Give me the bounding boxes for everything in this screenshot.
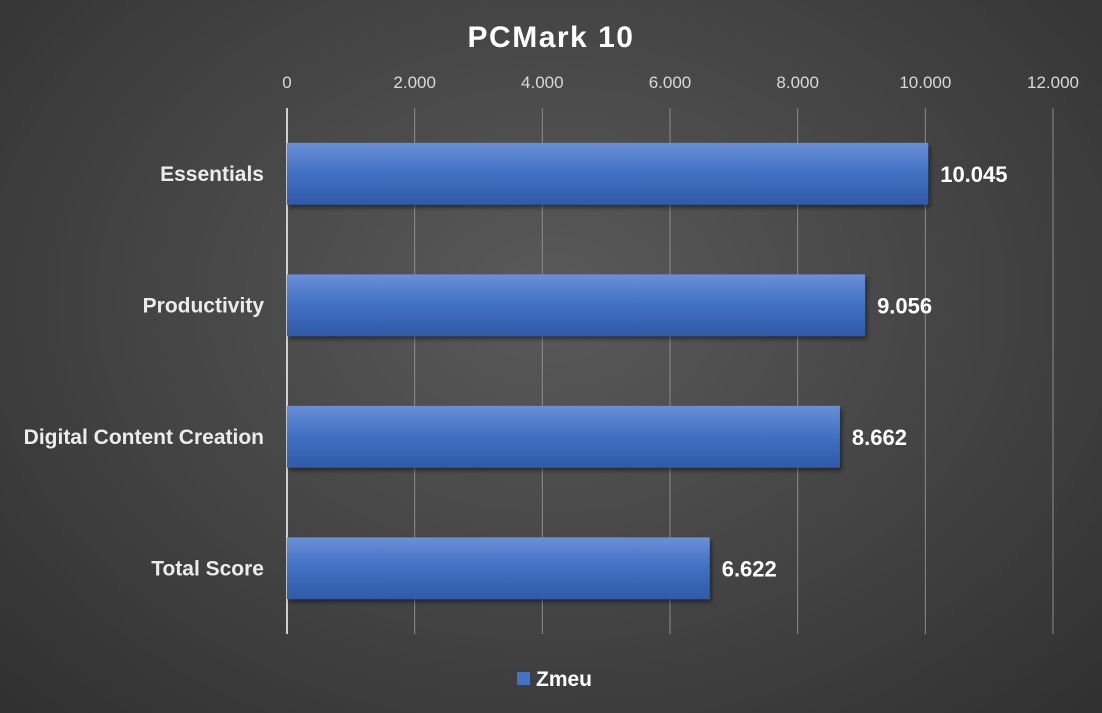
bar: [287, 537, 710, 600]
x-axis-ticks: 0 2.000 4.000 6.000 8.000 10.000 12.000: [282, 73, 1079, 92]
x-tick-label: 12.000: [1027, 73, 1079, 92]
category-label: Total Score: [151, 557, 264, 580]
legend-swatch: [517, 672, 530, 685]
chart-title: PCMark 10: [468, 21, 635, 54]
x-tick-label: 4.000: [521, 73, 564, 92]
legend-label: Zmeu: [536, 668, 592, 691]
legend: Zmeu: [517, 668, 592, 691]
category-label: Essentials: [160, 163, 264, 186]
bar: [287, 274, 866, 337]
x-tick-label: 6.000: [649, 73, 692, 92]
data-label: 6.622: [722, 556, 777, 581]
x-tick-label: 8.000: [776, 73, 819, 92]
bars: [287, 142, 929, 600]
data-label: 10.045: [940, 162, 1007, 187]
bar: [287, 405, 840, 468]
x-tick-label: 2.000: [393, 73, 436, 92]
bar: [287, 142, 929, 205]
data-labels: 10.045 9.056 8.662 6.622: [722, 162, 1008, 582]
category-labels: Essentials Productivity Digital Content Cr…: [24, 163, 265, 581]
x-tick-label: 10.000: [899, 73, 951, 92]
category-label: Digital Content Creation: [24, 426, 264, 449]
category-label: Productivity: [143, 294, 265, 317]
data-label: 8.662: [852, 425, 907, 450]
data-label: 9.056: [877, 293, 932, 318]
x-tick-label: 0: [282, 73, 291, 92]
